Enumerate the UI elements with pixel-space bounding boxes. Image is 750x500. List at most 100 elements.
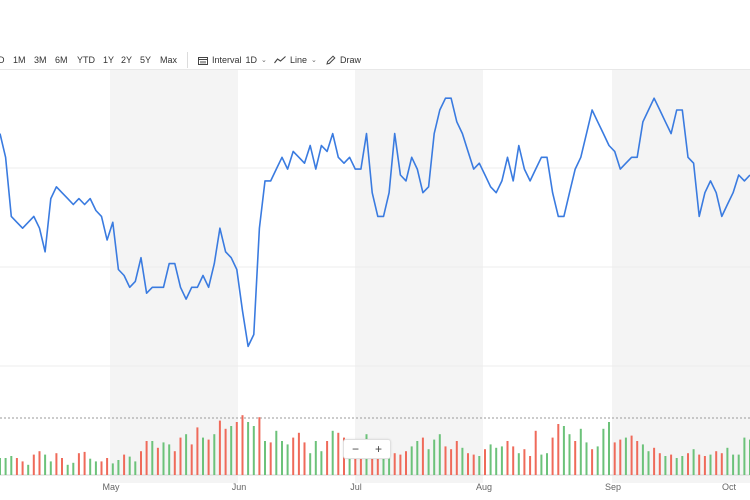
volume-bar <box>94 461 97 475</box>
x-axis-label: Sep <box>605 482 621 492</box>
volume-bar <box>472 454 475 475</box>
x-axis-label: Oct <box>722 482 737 492</box>
volume-bar <box>670 454 673 475</box>
volume-bar <box>38 451 41 475</box>
volume-bar <box>562 426 565 475</box>
range-1m-button[interactable]: 1M <box>13 55 26 65</box>
volume-bar <box>77 453 80 475</box>
volume-bar <box>196 427 199 475</box>
volume-bar <box>354 444 357 475</box>
volume-bar <box>235 422 238 475</box>
volume-bar <box>10 456 13 475</box>
volume-bar <box>292 437 295 475</box>
volume-bar <box>21 461 24 475</box>
volume-bar <box>83 451 86 475</box>
chart-type-selector[interactable]: Line ⌄ <box>274 55 317 65</box>
zoom-in-button[interactable]: + <box>374 442 382 456</box>
volume-bar <box>641 444 644 475</box>
volume-bar <box>89 458 92 475</box>
range-5y-button[interactable]: 5Y <box>140 55 152 65</box>
volume-bar <box>726 447 729 475</box>
volume-bar <box>106 458 109 475</box>
volume-bar <box>66 464 69 475</box>
volume-bar <box>399 454 402 475</box>
volume-bar <box>602 428 605 475</box>
volume-bar <box>698 454 701 475</box>
volume-bar <box>681 456 684 475</box>
draw-button[interactable]: Draw <box>326 55 361 65</box>
pencil-icon <box>326 55 336 65</box>
volume-bar <box>444 446 447 475</box>
volume-bar <box>190 444 193 475</box>
volume-bar <box>546 453 548 475</box>
volume-bar <box>314 441 317 475</box>
volume-bar <box>517 453 520 475</box>
volume-bar <box>467 453 469 475</box>
draw-label: Draw <box>340 55 362 65</box>
price-chart[interactable]: May Jun Jul Aug Sep Oct <box>0 70 750 500</box>
price-line <box>0 97 750 348</box>
volume-bar <box>4 458 7 475</box>
volume-bar <box>162 442 165 475</box>
volume-bar <box>720 453 723 475</box>
range-ytd-button[interactable]: YTD <box>77 55 95 65</box>
zoom-control: − + <box>343 439 391 459</box>
x-axis-label: Jul <box>350 482 362 492</box>
chevron-down-icon: ⌄ <box>311 57 317 64</box>
volume-bar <box>224 428 227 475</box>
volume-bar <box>557 424 560 475</box>
volume-bar <box>382 449 385 475</box>
volume-bar <box>455 441 458 475</box>
volume-bar <box>461 447 464 475</box>
line-chart-icon <box>274 56 286 64</box>
volume-bar <box>737 454 740 475</box>
volume-bar <box>664 456 667 475</box>
volume-bar <box>540 454 543 475</box>
volume-bar <box>743 437 746 475</box>
range-3m-button[interactable]: 3M <box>34 55 47 65</box>
range-1y-button[interactable]: 1Y <box>103 55 115 65</box>
volume-bar <box>179 437 182 475</box>
volume-bar <box>506 441 509 475</box>
zoom-out-button[interactable]: − <box>351 442 359 456</box>
volume-bar <box>630 435 633 475</box>
volume-bar <box>534 430 537 475</box>
range-6m-button[interactable]: 6M <box>55 55 68 65</box>
volume-bar <box>134 461 137 475</box>
interval-selector[interactable]: Interval 1D ⌄ <box>198 55 267 65</box>
range-2y-button[interactable]: 2Y <box>121 55 133 65</box>
volume-bar <box>185 434 188 475</box>
range-max-button[interactable]: Max <box>160 55 178 65</box>
volume-bar <box>128 456 131 475</box>
volume-bar <box>111 463 114 475</box>
volume-bar <box>687 453 689 475</box>
volume-bar <box>608 422 610 475</box>
x-axis-label: Jun <box>232 482 247 492</box>
volume-bar <box>624 437 627 475</box>
volume-bar <box>27 464 30 475</box>
volume-bar <box>326 441 329 475</box>
volume-bar <box>529 456 532 475</box>
volume-bar <box>410 446 413 475</box>
volume-bar <box>0 458 1 475</box>
volume-bar <box>405 451 407 475</box>
volume-bar <box>213 434 216 475</box>
volume-bar <box>715 451 718 475</box>
volume-bar <box>123 454 126 475</box>
calendar-icon <box>198 56 208 65</box>
volume-bar <box>619 439 622 475</box>
volume-bar <box>55 453 58 475</box>
volume-bar <box>359 447 362 475</box>
volume-bar <box>303 442 306 475</box>
volume-bar <box>653 447 656 475</box>
volume-bar <box>495 447 498 475</box>
volume-bar <box>61 458 63 475</box>
volume-bar <box>275 430 278 475</box>
volume-bar <box>709 454 712 475</box>
volume-bar <box>658 453 661 475</box>
volume-bar <box>596 446 599 475</box>
range-1d-button[interactable]: D <box>0 55 5 65</box>
volume-bar <box>613 442 616 475</box>
volume-bar <box>140 451 142 475</box>
volume-bar <box>72 462 75 475</box>
